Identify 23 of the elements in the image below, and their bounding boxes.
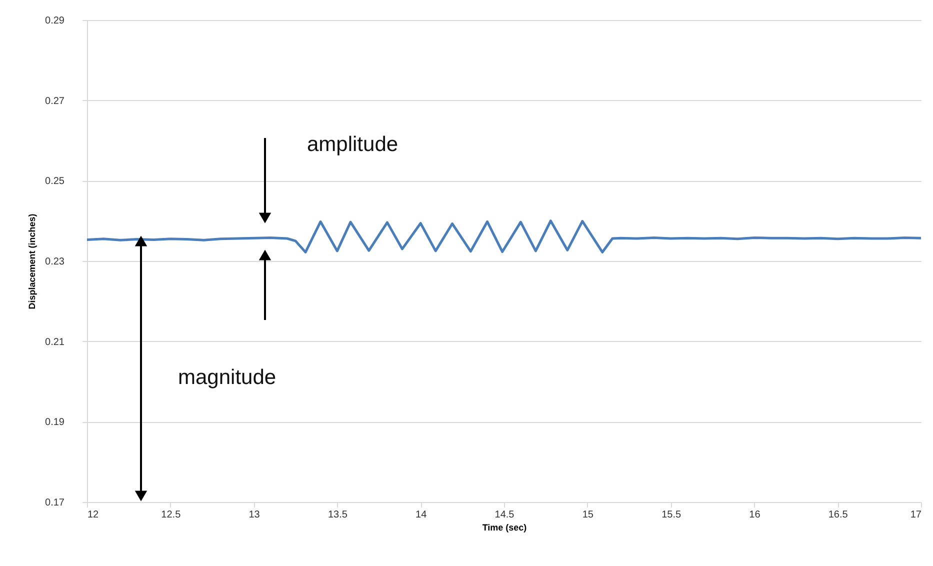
x-tick-label: 17	[910, 510, 922, 520]
x-tick-label: 15	[582, 510, 594, 520]
x-tick-label: 16.5	[828, 510, 848, 520]
x-tick-label: 14.5	[494, 510, 515, 520]
line-series	[87, 220, 921, 254]
y-axis-title: Displacement (inches)	[27, 214, 38, 310]
annotation: amplitude	[307, 133, 398, 156]
x-tick-label: 16	[749, 510, 761, 520]
x-tick-label: 13.5	[328, 510, 348, 520]
x-axis-title: Time (sec)	[482, 522, 527, 532]
y-tick-label: 0.25	[45, 176, 65, 188]
annotation: magnitude	[178, 366, 276, 389]
y-tick-label: 0.17	[45, 498, 65, 508]
x-tick-label: 14	[416, 510, 428, 520]
x-tick-label: 15.5	[662, 510, 682, 520]
y-tick-label: 0.19	[45, 417, 65, 428]
y-tick-label: 0.21	[45, 336, 65, 348]
y-tick-label: 0.29	[45, 16, 65, 26]
x-tick-label: 12.5	[161, 510, 182, 520]
x-tick-label: 12	[88, 510, 100, 520]
x-tick-label: 13	[248, 510, 260, 520]
y-tick-label: 0.27	[45, 96, 65, 107]
y-tick-label: 0.23	[45, 256, 65, 268]
